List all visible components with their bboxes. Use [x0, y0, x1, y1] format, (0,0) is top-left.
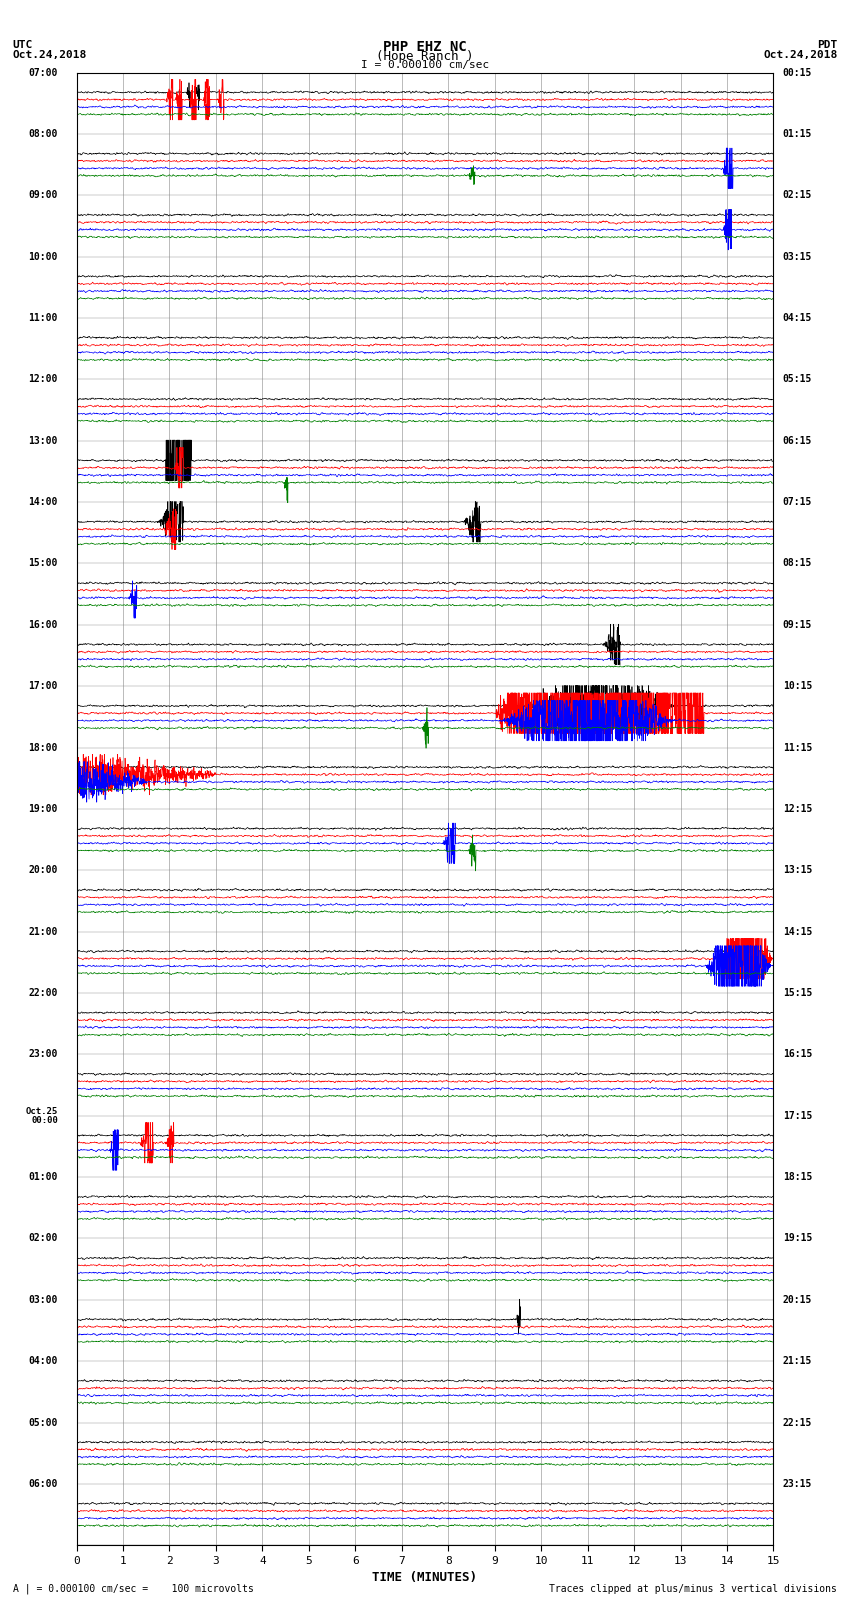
Text: 02:15: 02:15 [783, 190, 812, 200]
Text: 07:00: 07:00 [29, 68, 58, 77]
Text: 19:15: 19:15 [783, 1234, 812, 1244]
Text: 08:00: 08:00 [29, 129, 58, 139]
Text: 03:00: 03:00 [29, 1295, 58, 1305]
Text: 09:00: 09:00 [29, 190, 58, 200]
Text: 06:15: 06:15 [783, 436, 812, 445]
Text: 00:15: 00:15 [783, 68, 812, 77]
Text: 01:15: 01:15 [783, 129, 812, 139]
Text: 05:00: 05:00 [29, 1418, 58, 1428]
Text: 20:00: 20:00 [29, 865, 58, 876]
Text: Traces clipped at plus/minus 3 vertical divisions: Traces clipped at plus/minus 3 vertical … [549, 1584, 837, 1594]
Text: 02:00: 02:00 [29, 1234, 58, 1244]
Text: Oct.25: Oct.25 [26, 1107, 58, 1116]
Text: 18:00: 18:00 [29, 742, 58, 753]
Text: (Hope Ranch ): (Hope Ranch ) [377, 50, 473, 63]
Text: 21:15: 21:15 [783, 1357, 812, 1366]
Text: 03:15: 03:15 [783, 252, 812, 261]
Text: 19:00: 19:00 [29, 803, 58, 815]
Text: 21:00: 21:00 [29, 926, 58, 937]
X-axis label: TIME (MINUTES): TIME (MINUTES) [372, 1571, 478, 1584]
Text: 13:15: 13:15 [783, 865, 812, 876]
Text: 09:15: 09:15 [783, 619, 812, 629]
Text: 14:15: 14:15 [783, 926, 812, 937]
Text: 11:15: 11:15 [783, 742, 812, 753]
Text: 15:15: 15:15 [783, 989, 812, 998]
Text: 17:15: 17:15 [783, 1111, 812, 1121]
Text: 15:00: 15:00 [29, 558, 58, 568]
Text: 12:00: 12:00 [29, 374, 58, 384]
Text: UTC: UTC [13, 40, 33, 50]
Text: 22:00: 22:00 [29, 989, 58, 998]
Text: Oct.24,2018: Oct.24,2018 [13, 50, 87, 60]
Text: 17:00: 17:00 [29, 681, 58, 692]
Text: 18:15: 18:15 [783, 1173, 812, 1182]
Text: 23:15: 23:15 [783, 1479, 812, 1489]
Text: 04:15: 04:15 [783, 313, 812, 323]
Text: 16:15: 16:15 [783, 1050, 812, 1060]
Text: 07:15: 07:15 [783, 497, 812, 506]
Text: 12:15: 12:15 [783, 803, 812, 815]
Text: 16:00: 16:00 [29, 619, 58, 629]
Text: 23:00: 23:00 [29, 1050, 58, 1060]
Text: 11:00: 11:00 [29, 313, 58, 323]
Text: Oct.24,2018: Oct.24,2018 [763, 50, 837, 60]
Text: 04:00: 04:00 [29, 1357, 58, 1366]
Text: I = 0.000100 cm/sec: I = 0.000100 cm/sec [361, 60, 489, 69]
Text: 22:15: 22:15 [783, 1418, 812, 1428]
Text: 05:15: 05:15 [783, 374, 812, 384]
Text: PHP EHZ NC: PHP EHZ NC [383, 40, 467, 55]
Text: 10:00: 10:00 [29, 252, 58, 261]
Text: 10:15: 10:15 [783, 681, 812, 692]
Text: 14:00: 14:00 [29, 497, 58, 506]
Text: 01:00: 01:00 [29, 1173, 58, 1182]
Text: 00:00: 00:00 [31, 1116, 58, 1124]
Text: A | = 0.000100 cm/sec =    100 microvolts: A | = 0.000100 cm/sec = 100 microvolts [13, 1582, 253, 1594]
Text: 06:00: 06:00 [29, 1479, 58, 1489]
Text: 08:15: 08:15 [783, 558, 812, 568]
Text: PDT: PDT [817, 40, 837, 50]
Text: 20:15: 20:15 [783, 1295, 812, 1305]
Text: 13:00: 13:00 [29, 436, 58, 445]
